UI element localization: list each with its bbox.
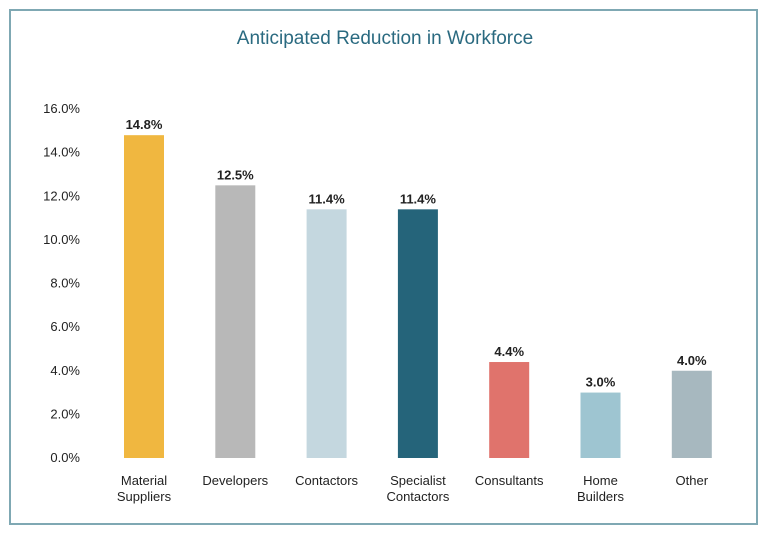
- y-tick-label: 12.0%: [43, 188, 80, 203]
- x-tick-label: Contactors: [386, 489, 449, 504]
- y-tick-label: 6.0%: [50, 319, 80, 334]
- bar: [306, 209, 347, 458]
- y-tick-label: 10.0%: [43, 232, 80, 247]
- x-tick-label: Material: [121, 473, 167, 488]
- bar: [124, 135, 164, 459]
- bar: [215, 185, 256, 458]
- data-label: 4.4%: [494, 344, 524, 359]
- data-label: 4.0%: [677, 353, 707, 368]
- y-tick-label: 16.0%: [43, 101, 80, 116]
- x-tick-label: Specialist: [390, 473, 446, 488]
- data-label: 11.4%: [309, 191, 346, 206]
- x-tick-label: Consultants: [475, 473, 544, 488]
- y-tick-label: 14.0%: [43, 145, 80, 160]
- data-label: 12.5%: [217, 167, 254, 182]
- x-tick-label: Developers: [202, 473, 268, 488]
- bar: [397, 209, 438, 458]
- y-tick-label: 0.0%: [50, 450, 80, 465]
- data-label: 3.0%: [586, 375, 616, 390]
- data-label: 11.4%: [400, 191, 437, 206]
- y-tick-label: 2.0%: [50, 406, 80, 421]
- bar: [489, 362, 530, 458]
- bar: [580, 392, 621, 458]
- x-tick-label: Other: [676, 473, 709, 488]
- bar: [671, 370, 712, 458]
- y-tick-label: 8.0%: [50, 276, 80, 291]
- x-tick-label: Builders: [577, 489, 624, 504]
- y-tick-label: 4.0%: [50, 363, 80, 378]
- x-tick-label: Home: [583, 473, 618, 488]
- x-tick-label: Suppliers: [117, 489, 172, 504]
- data-label: 14.8%: [126, 117, 163, 132]
- chart-title: Anticipated Reduction in Workforce: [236, 28, 534, 49]
- x-tick-label: Contactors: [295, 473, 358, 488]
